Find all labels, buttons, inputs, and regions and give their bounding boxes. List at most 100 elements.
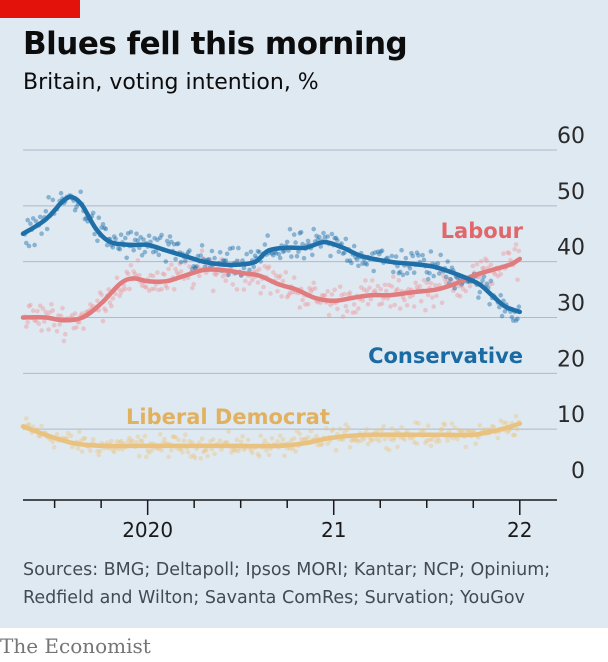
poll-point — [349, 260, 354, 266]
poll-point — [124, 255, 129, 261]
poll-point — [305, 238, 311, 244]
poll-point — [103, 226, 109, 232]
y-tick-label: 50 — [557, 180, 585, 205]
poll-point — [169, 448, 174, 453]
poll-point — [241, 447, 247, 452]
poll-point — [356, 439, 361, 444]
poll-point — [491, 424, 497, 430]
poll-point — [224, 251, 230, 257]
poll-point — [208, 439, 213, 444]
poll-point — [159, 286, 164, 292]
poll-point — [275, 439, 280, 444]
poll-point — [511, 432, 516, 438]
poll-point — [262, 438, 268, 443]
poll-point — [231, 447, 237, 453]
poll-point — [459, 283, 464, 288]
poll-point — [404, 271, 410, 276]
poll-point — [466, 429, 471, 434]
poll-point — [421, 278, 427, 283]
poll-point — [498, 293, 504, 298]
poll-point — [319, 292, 325, 298]
poll-point — [354, 437, 360, 443]
poll-point — [106, 287, 111, 292]
poll-point — [346, 425, 351, 430]
poll-point — [298, 437, 304, 442]
poll-point — [490, 423, 495, 429]
poll-point — [247, 281, 252, 286]
poll-point — [146, 288, 152, 293]
poll-point — [303, 302, 308, 307]
poll-point — [174, 241, 180, 247]
poll-point — [265, 233, 271, 238]
poll-point — [264, 447, 269, 453]
poll-point — [149, 448, 155, 453]
poll-point — [192, 455, 198, 461]
poll-point — [197, 273, 202, 279]
y-tick-label: 20 — [557, 347, 585, 372]
poll-point — [205, 453, 210, 459]
poll-point — [459, 428, 464, 434]
poll-point — [284, 239, 290, 245]
poll-point — [100, 318, 106, 324]
poll-point — [79, 449, 85, 454]
poll-point — [134, 231, 139, 237]
poll-point — [445, 277, 451, 283]
poll-point — [111, 449, 117, 455]
poll-point — [392, 302, 398, 308]
poll-point — [344, 308, 350, 314]
poll-point — [512, 432, 517, 438]
poll-point — [312, 286, 318, 291]
poll-point — [363, 261, 368, 266]
poll-point — [192, 265, 198, 271]
poll-point — [448, 276, 453, 282]
poll-point — [132, 271, 138, 277]
poll-point — [111, 234, 117, 239]
poll-point — [497, 304, 502, 310]
poll-point — [382, 282, 388, 288]
poll-point — [81, 326, 86, 332]
poll-point — [173, 266, 178, 272]
poll-point — [305, 301, 311, 307]
poll-point — [504, 420, 509, 426]
poll-point — [287, 446, 293, 452]
poll-point — [351, 243, 357, 249]
poll-point — [46, 327, 51, 332]
poll-point — [402, 437, 407, 442]
poll-point — [68, 433, 74, 439]
poll-point — [416, 253, 421, 258]
poll-point — [50, 308, 56, 313]
poll-point — [220, 258, 226, 264]
poll-point — [395, 286, 400, 292]
poll-point — [442, 422, 448, 428]
poll-point — [379, 248, 385, 253]
poll-point — [117, 293, 123, 299]
poll-point — [135, 238, 141, 243]
poll-point — [191, 453, 196, 458]
poll-point — [326, 312, 332, 318]
poll-point — [255, 451, 261, 457]
poll-point — [335, 238, 340, 243]
poll-point — [226, 429, 231, 434]
poll-point — [254, 268, 259, 274]
poll-point — [349, 438, 354, 444]
poll-point — [199, 248, 205, 253]
poll-point — [28, 302, 33, 308]
poll-point — [39, 423, 44, 429]
poll-point — [210, 437, 216, 442]
poll-point — [406, 286, 411, 292]
poll-point — [100, 222, 106, 227]
poll-point — [437, 438, 442, 444]
poll-point — [142, 433, 148, 439]
poll-point — [343, 236, 349, 242]
poll-point — [88, 448, 93, 454]
poll-point — [152, 236, 157, 241]
poll-point — [353, 438, 358, 443]
poll-point — [382, 436, 388, 442]
poll-point — [104, 440, 110, 445]
poll-point — [131, 269, 136, 274]
poll-point — [294, 253, 300, 259]
poll-point — [449, 278, 455, 284]
y-tick-label: 60 — [557, 124, 585, 149]
poll-point — [25, 217, 31, 223]
poll-point — [395, 444, 400, 450]
